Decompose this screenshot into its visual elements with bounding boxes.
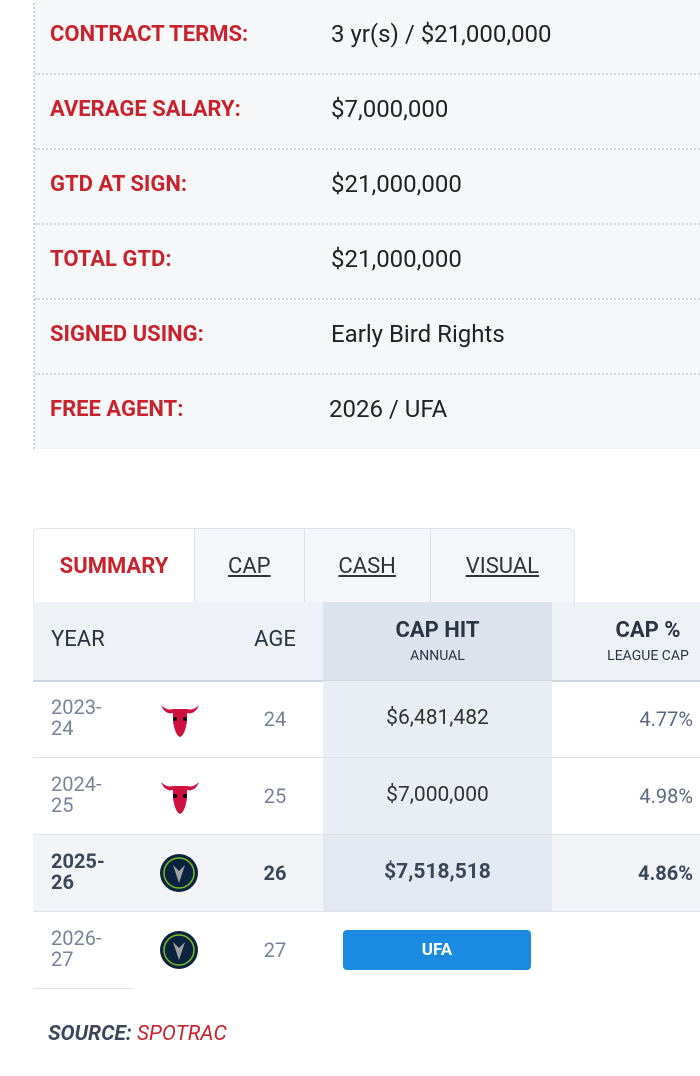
ufa-badge: UFA [343, 930, 531, 970]
age: 26 [263, 861, 287, 885]
table-row: 2026-27 27 UFA [33, 912, 531, 989]
tab[interactable]: VISUAL [465, 553, 540, 579]
tab[interactable]: CAP [195, 529, 305, 603]
contract-row: TOTAL GTD: $21,000,000 [35, 223, 700, 300]
cap-hit: $6,481,482 [386, 706, 489, 730]
header: YEAR [51, 627, 105, 652]
team-logo [161, 782, 199, 814]
contract-row: CONTRACT TERMS: 3 yr(s) / $21,000,000 [35, 0, 700, 75]
team-logo [160, 931, 198, 969]
year: 2025-26 [51, 849, 105, 894]
contract-row: SIGNED USING: Early Bird Rights [35, 298, 700, 375]
age: 27 [263, 938, 287, 962]
team-logo [161, 705, 199, 737]
age: 24 [263, 707, 287, 731]
header: CAP % [615, 618, 681, 643]
header: CAP HIT [395, 618, 480, 643]
table-row: 2025-26 26 $7,518,518 4.86% [33, 835, 700, 912]
label: TOTAL GTD: [50, 247, 172, 272]
value: Early Bird Rights [331, 320, 505, 348]
team-logo [160, 854, 198, 892]
header: AGE [254, 627, 296, 652]
cap-cell-bg [323, 835, 552, 911]
source: SOURCE: SPOTRAC [48, 1022, 227, 1046]
contract-row: AVERAGE SALARY: $7,000,000 [35, 73, 700, 150]
cap-pct: 4.77% [639, 707, 693, 731]
tabs: SUMMARY CAP CASH VISUAL [33, 528, 575, 603]
label: CONTRACT TERMS: [50, 22, 249, 47]
value: 2026 / UFA [329, 395, 448, 423]
label: GTD AT SIGN: [50, 172, 188, 197]
year: 2024-25 [51, 772, 102, 817]
source-name[interactable]: SPOTRAC [136, 1022, 227, 1046]
year: 2026-27 [51, 926, 102, 971]
contract-row: GTD AT SIGN: $21,000,000 [35, 148, 700, 225]
value: $7,000,000 [331, 95, 449, 123]
cap-column-bg [323, 602, 552, 680]
age: 25 [263, 784, 287, 808]
header-sub: LEAGUE CAP [607, 648, 689, 664]
label: FREE AGENT: [50, 397, 184, 422]
contract-box: CONTRACT TERMS: 3 yr(s) / $21,000,000 AVE… [33, 0, 700, 449]
table-row: 2024-25 25 $7,000,000 4.98% [33, 758, 700, 835]
header-sub: ANNUAL [410, 648, 465, 664]
cap-pct: 4.86% [637, 861, 693, 885]
cap-cell-bg [323, 758, 552, 834]
value: $21,000,000 [331, 170, 462, 198]
cap-pct: 4.98% [639, 784, 693, 808]
value: $21,000,000 [331, 245, 462, 273]
year: 2023-24 [51, 695, 102, 740]
label: AVERAGE SALARY: [50, 97, 241, 122]
contract-row: FREE AGENT: 2026 / UFA [35, 373, 700, 448]
tab[interactable]: SUMMARY [34, 529, 196, 603]
value: 3 yr(s) / $21,000,000 [331, 20, 552, 48]
label: SIGNED USING: [50, 322, 204, 347]
table-row: 2023-24 24 $6,481,482 4.77% [33, 681, 700, 758]
table-header: YEAR AGE CAP HIT ANNUAL CAP % LEAGUE CAP [33, 602, 700, 682]
source-label: SOURCE: [48, 1022, 132, 1046]
tab[interactable]: CASH [305, 529, 431, 603]
cap-cell-bg [323, 681, 552, 757]
cap-hit: $7,518,518 [384, 860, 491, 884]
cap-hit: $7,000,000 [386, 783, 489, 807]
